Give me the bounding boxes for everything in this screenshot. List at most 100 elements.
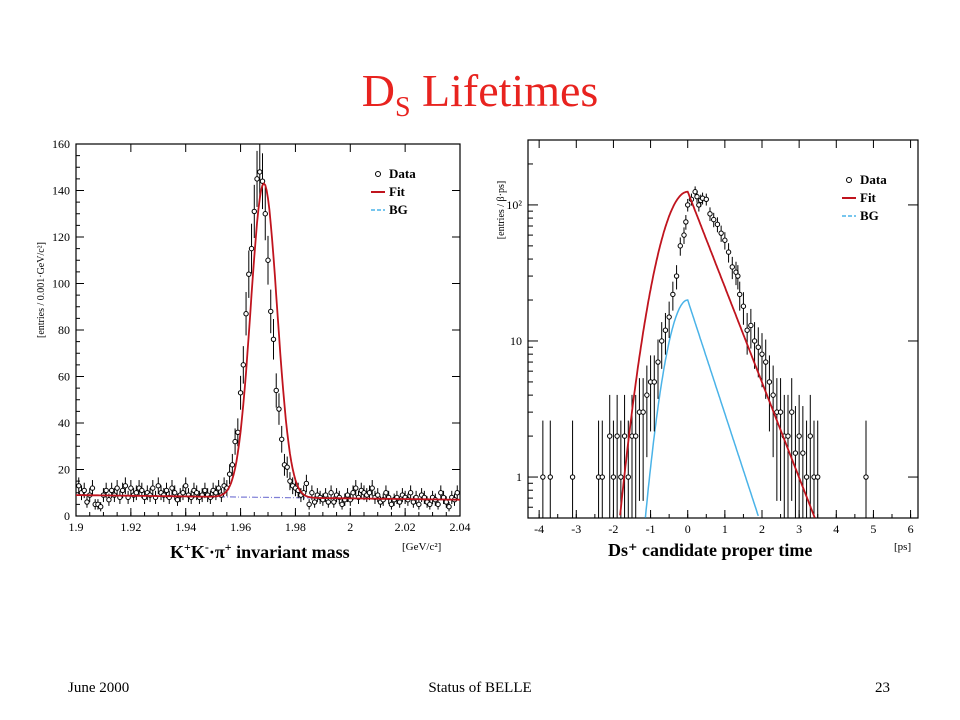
mass-data-point	[322, 492, 329, 498]
mass-data-point	[172, 490, 178, 496]
mass-data-point	[396, 499, 403, 505]
mass-x-tick-label: 2.02	[395, 520, 416, 534]
mass-data-point	[163, 487, 170, 494]
mass-data-point	[180, 490, 186, 496]
mass-data-point	[97, 504, 104, 510]
mass-data-point	[284, 464, 290, 470]
mass-x-label-part: -	[205, 540, 209, 554]
slide-title-main: D	[361, 65, 395, 116]
mass-data-point	[427, 501, 433, 508]
mass-data-point	[106, 497, 112, 503]
mass-data-point	[383, 490, 389, 496]
mass-data-point	[353, 485, 359, 491]
mass-y-tick-label: 20	[58, 463, 70, 477]
time-legend-bg-label: BG	[860, 208, 879, 223]
mass-data-point	[268, 308, 274, 315]
time-data-point	[729, 264, 735, 270]
mass-x-label-part: K	[170, 542, 184, 562]
time-bg-curve	[644, 299, 760, 518]
mass-data-point	[328, 490, 334, 496]
time-data-point	[725, 249, 732, 255]
lifetime-plot-panel: -4 -3 -2 -1 0 1 2 3 4 5 6 1 10 10² [entries / β·ps] Ds⁺…	[490, 132, 930, 574]
mass-data-point	[262, 211, 268, 217]
time-data-point	[540, 474, 546, 480]
mass-data-point	[213, 490, 219, 496]
mass-data-point	[235, 429, 241, 435]
time-data-point	[718, 230, 724, 236]
time-data-point	[644, 392, 650, 398]
time-data-point	[683, 219, 689, 225]
mass-data-point	[246, 271, 252, 277]
mass-data-point	[122, 483, 129, 489]
slide-title-rest: Lifetimes	[410, 65, 599, 116]
time-data-point	[714, 221, 721, 228]
mass-data-point	[202, 487, 208, 494]
mass-data-point	[287, 478, 293, 484]
time-data-point	[673, 273, 680, 279]
time-fit-curve	[619, 190, 816, 519]
mass-data-point	[325, 499, 332, 505]
mass-y-tick-label: 160	[52, 137, 70, 151]
time-data-point	[744, 327, 750, 333]
mass-x-label-part: +	[184, 540, 191, 554]
mass-x-tick-label: 1.9	[69, 520, 84, 534]
time-x-tick-label: 4	[833, 522, 839, 536]
mass-data-point	[169, 485, 175, 491]
mass-data-point	[311, 499, 318, 505]
mass-data-point	[446, 504, 452, 510]
mass-data-point	[350, 490, 356, 496]
mass-y-tick-label: 140	[52, 184, 70, 198]
time-data-point	[863, 474, 869, 480]
mass-x-tick-label: 2.04	[450, 520, 471, 534]
mass-x-label-part: invariant mass	[232, 542, 350, 562]
mass-x-tick-label: 1.92	[120, 520, 141, 534]
time-x-tick-label: -3	[571, 522, 581, 536]
mass-plot: 1.9 1.92 1.94 1.96 1.98 2 2.02 2.04 0 20 40 60 80 100…	[36, 137, 471, 562]
time-y-tick-label: 1	[516, 470, 522, 484]
time-legend-fit-label: Fit	[860, 190, 877, 205]
mass-plot-panel: 1.9 1.92 1.94 1.96 1.98 2 2.02 2.04 0 20 40 60 80 100…	[30, 132, 472, 570]
time-data-point	[766, 379, 773, 385]
mass-data-point	[226, 471, 233, 477]
mass-data-point	[89, 485, 96, 491]
time-data-point	[751, 338, 758, 344]
time-x-tick-label: 5	[870, 522, 876, 536]
lifetime-plot: -4 -3 -2 -1 0 1 2 3 4 5 6 1 10 10²[entries / β·ps] Ds⁺…	[496, 139, 919, 560]
mass-data-point	[454, 490, 460, 496]
time-plot-frame	[527, 139, 919, 519]
time-data-point	[800, 450, 806, 456]
time-x-tick-label: 6	[908, 522, 914, 536]
mass-data-point	[407, 490, 414, 496]
time-data-point	[621, 433, 628, 439]
time-data-point	[625, 474, 631, 480]
mass-data-point	[366, 490, 373, 496]
mass-x-tick-label: 1.94	[175, 520, 196, 534]
time-data-point	[614, 433, 620, 439]
mass-data-point	[232, 438, 238, 445]
time-data-point	[610, 474, 617, 480]
time-data-point	[735, 273, 741, 279]
mass-y-tick-label: 80	[58, 323, 70, 337]
mass-data-point	[193, 490, 200, 496]
mass-data-point	[309, 490, 315, 496]
time-data-point	[633, 433, 639, 439]
time-data-point	[662, 327, 669, 333]
mass-data-point	[259, 178, 266, 184]
time-legend-data-label: Data	[860, 172, 887, 187]
time-x-tick-label: -2	[608, 522, 618, 536]
mass-data-point	[240, 362, 247, 368]
time-data-point	[569, 474, 576, 480]
mass-data-point	[108, 487, 115, 494]
mass-fit-curve	[76, 182, 460, 501]
time-data-point	[789, 409, 795, 415]
time-data-point	[748, 322, 754, 329]
mass-data-point	[339, 501, 345, 508]
mass-data-point	[243, 311, 249, 317]
mass-x-tick-label: 1.96	[230, 520, 251, 534]
mass-data-point	[183, 483, 189, 489]
mass-legend-bg-label: BG	[389, 202, 408, 217]
time-data-point	[759, 351, 765, 357]
time-data-point	[703, 196, 709, 202]
mass-data-point	[273, 387, 279, 394]
time-data-point	[655, 359, 661, 365]
